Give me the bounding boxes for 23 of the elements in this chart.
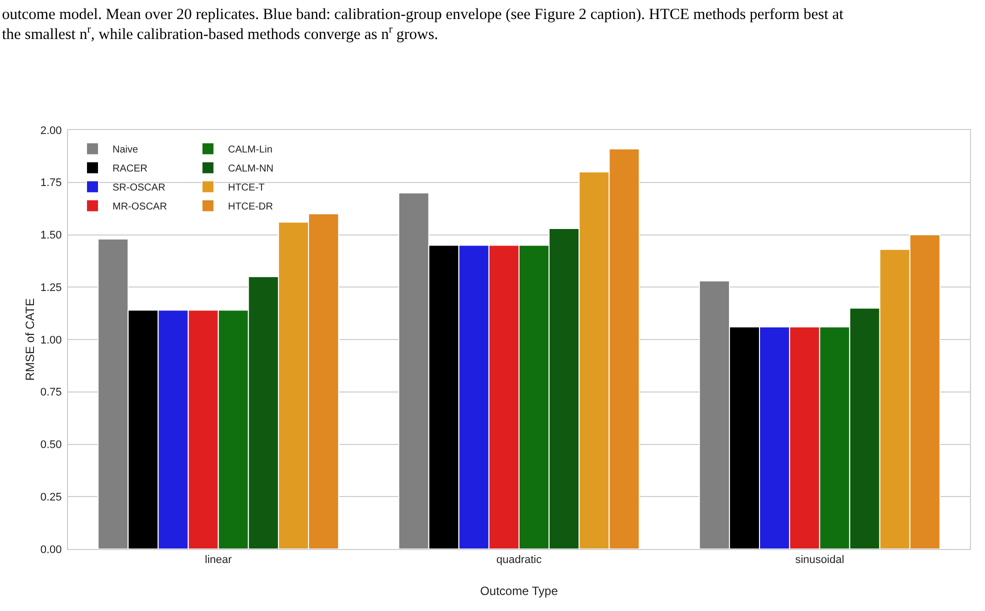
legend-label: HTCE-T [228, 182, 265, 194]
x-axis-title: Outcome Type [480, 584, 558, 598]
legend-label: CALM-NN [228, 164, 274, 175]
text: outcome model. Mean over 20 replicates. Blue band: calibration-group envelope (see Figure 2 caption). HTCE methods perform best at the smallest n$^{r}$, while calibration-based methods converge as n$^{r}$ grows. [2, 6, 844, 44]
y-tick-label: 2.00 [40, 124, 62, 137]
legend-label: Naive [112, 144, 139, 156]
y-tick-label: 1.00 [40, 334, 62, 346]
y-tick-label: 0.00 [40, 544, 62, 556]
legend-label: MR-OSCAR [112, 202, 167, 213]
y-tick-label: 1.50 [40, 230, 62, 242]
y-tick-label: 1.75 [40, 177, 62, 190]
legend-label: HTCE-DR [228, 202, 273, 213]
y-axis-title: RMSE of CATE [23, 298, 37, 381]
y-tick-label: 1.25 [40, 282, 62, 294]
x-tick-label: quadratic [496, 554, 542, 566]
x-tick-label: sinusoidal [795, 554, 844, 566]
legend-label: RACER [112, 164, 148, 175]
y-tick-label: 0.50 [40, 439, 62, 452]
y-tick-label: 0.75 [40, 386, 62, 399]
legend-label: CALM-Lin [228, 144, 272, 156]
y-tick-label: 0.25 [40, 491, 62, 504]
x-tick-label: linear [204, 554, 232, 566]
legend-label: SR-OSCAR [112, 182, 166, 194]
